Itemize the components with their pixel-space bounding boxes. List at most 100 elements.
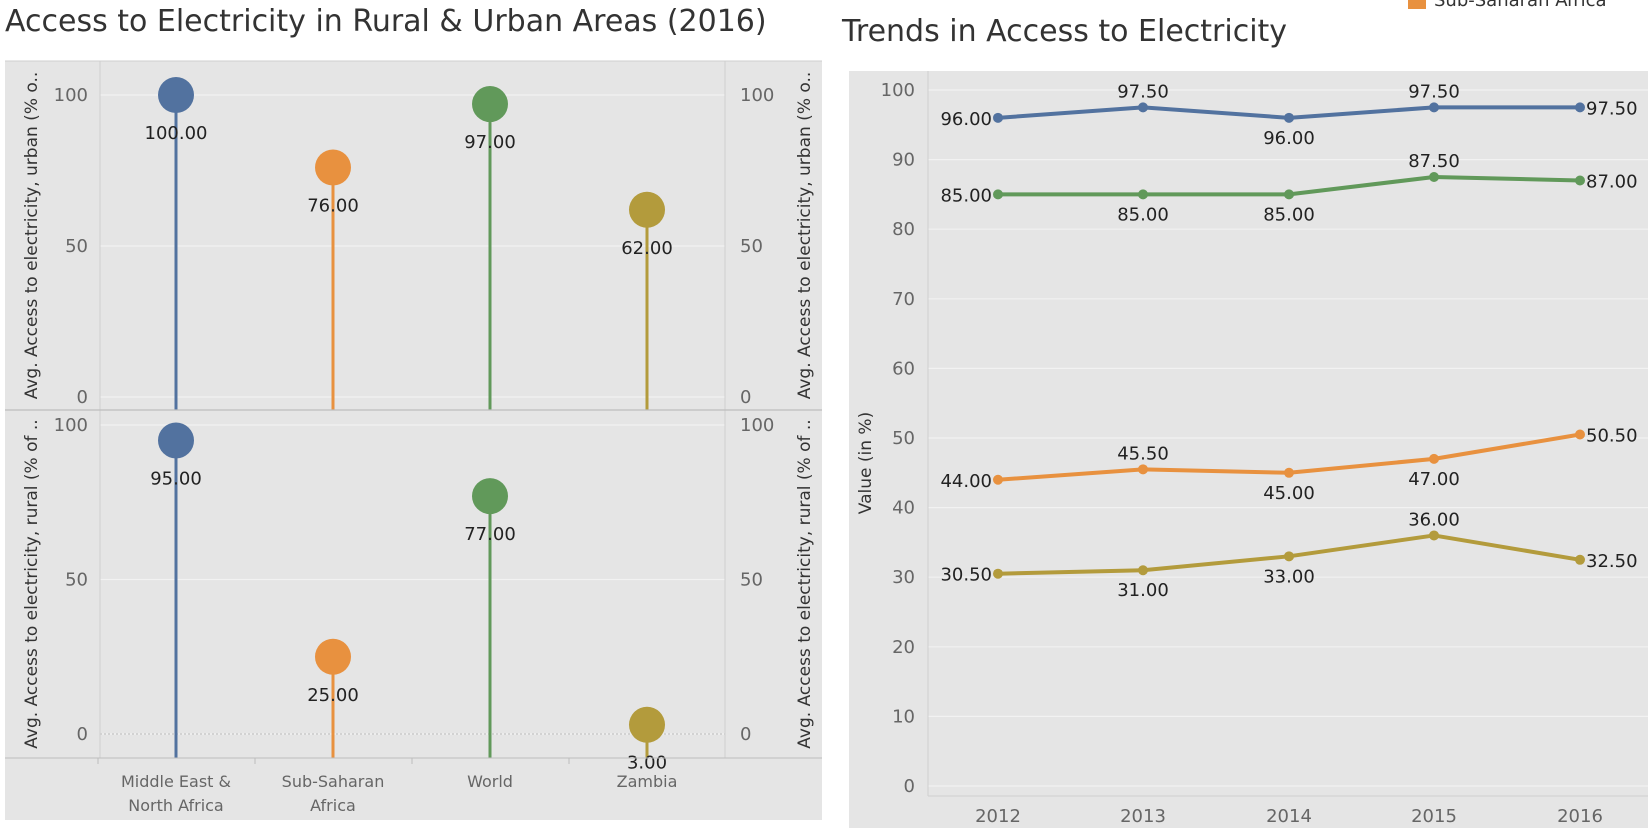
y-axis-title-left: Avg. Access to electricity, rural (% of … <box>22 419 42 748</box>
legend-swatch-icon <box>1408 0 1426 9</box>
series-point <box>1575 175 1585 186</box>
y-tick-label: 70 <box>892 289 915 310</box>
y-tick-label-left: 100 <box>54 85 88 106</box>
data-label: 33.00 <box>1263 566 1315 587</box>
data-label: 30.50 <box>940 565 992 586</box>
lollipop-dot <box>158 77 194 113</box>
y-tick-label: 80 <box>892 219 915 240</box>
data-label: 62.00 <box>621 238 673 259</box>
y-tick-label: 50 <box>892 428 915 449</box>
series-point <box>1429 530 1439 541</box>
data-label: 96.00 <box>1263 128 1315 149</box>
y-tick-label: 40 <box>892 498 915 519</box>
series-point <box>1138 102 1148 113</box>
lollipop-dot <box>472 86 508 123</box>
y-tick-label-right: 0 <box>740 387 751 408</box>
y-tick-label-left: 50 <box>65 570 88 591</box>
series-point <box>1284 551 1294 562</box>
legend[interactable]: Sub-Saharan Africa <box>1408 0 1607 11</box>
category-label: North Africa <box>128 796 223 815</box>
x-tick-label: 2014 <box>1266 806 1312 827</box>
series-point <box>1429 453 1439 464</box>
data-label: 97.50 <box>1117 81 1169 102</box>
data-label: 3.00 <box>627 753 667 774</box>
data-label: 85.00 <box>1117 204 1169 225</box>
series-point <box>1575 429 1585 440</box>
series-point <box>993 474 1003 485</box>
line-chart-title: Trends in Access to Electricity <box>842 14 1288 49</box>
series-point <box>993 189 1003 200</box>
series-point <box>993 568 1003 579</box>
lollipop-chart-title: Access to Electricity in Rural & Urban A… <box>5 4 767 39</box>
y-tick-label-left: 50 <box>65 236 88 257</box>
y-tick-label: 100 <box>881 80 915 101</box>
category-label: Africa <box>310 796 356 815</box>
y-tick-label-right: 100 <box>740 85 774 106</box>
series-point <box>1138 464 1148 475</box>
y-tick-label-left: 100 <box>54 415 88 436</box>
series-point <box>1284 467 1294 478</box>
data-label: 96.00 <box>940 109 992 130</box>
data-label: 44.00 <box>940 471 992 492</box>
y-tick-label: 0 <box>904 776 915 797</box>
line-panel-background <box>849 71 1648 828</box>
data-label: 97.50 <box>1586 98 1638 119</box>
series-point <box>1429 102 1439 113</box>
data-label: 36.00 <box>1408 509 1460 530</box>
data-label: 97.50 <box>1408 81 1460 102</box>
y-tick-label-right: 0 <box>740 724 751 745</box>
series-point <box>1284 189 1294 200</box>
data-label: 45.50 <box>1117 443 1169 464</box>
lollipop-dot <box>629 191 665 228</box>
category-label: Middle East & <box>121 772 231 791</box>
x-tick-label: 2012 <box>975 806 1021 827</box>
series-point <box>1138 565 1148 576</box>
y-tick-label-right: 100 <box>740 415 774 436</box>
data-label: 87.50 <box>1408 151 1460 172</box>
data-label: 25.00 <box>307 685 359 706</box>
data-label: 47.00 <box>1408 469 1460 490</box>
category-label: World <box>467 772 513 791</box>
y-tick-label: 20 <box>892 637 915 658</box>
y-axis-title-right: Avg. Access to electricity, urban (% o.. <box>795 72 815 400</box>
legend-label: Sub-Saharan Africa <box>1434 0 1607 11</box>
data-label: 76.00 <box>307 195 359 216</box>
category-label: Sub-Saharan <box>282 772 385 791</box>
y-tick-label: 90 <box>892 150 915 171</box>
x-tick-label: 2016 <box>1557 806 1603 827</box>
series-point <box>1575 102 1585 113</box>
data-label: 97.00 <box>464 132 516 153</box>
category-axis-background <box>5 758 822 820</box>
lollipop-dot <box>472 478 508 515</box>
data-label: 85.00 <box>940 185 992 206</box>
category-label: Zambia <box>617 772 678 791</box>
series-point <box>1284 112 1294 123</box>
lollipop-dot <box>158 422 194 459</box>
data-label: 31.00 <box>1117 580 1169 601</box>
x-tick-label: 2015 <box>1411 806 1457 827</box>
data-label: 95.00 <box>150 468 202 489</box>
data-label: 85.00 <box>1263 204 1315 225</box>
x-tick-label: 2013 <box>1120 806 1166 827</box>
y-tick-label-right: 50 <box>740 236 763 257</box>
y-tick-label-left: 0 <box>77 387 88 408</box>
data-label: 77.00 <box>464 524 516 545</box>
series-point <box>1429 172 1439 182</box>
data-label: 45.00 <box>1263 483 1315 504</box>
y-tick-label: 30 <box>892 567 915 588</box>
data-label: 87.00 <box>1586 171 1638 192</box>
y-tick-label-left: 0 <box>77 724 88 745</box>
data-label: 32.50 <box>1586 551 1638 572</box>
lollipop-dot <box>315 149 351 186</box>
series-point <box>1575 554 1585 565</box>
y-axis-title-right: Avg. Access to electricity, rural (% of … <box>795 419 815 748</box>
y-axis-title: Value (in %) <box>856 412 876 514</box>
lollipop-dot <box>315 638 351 675</box>
y-tick-label: 60 <box>892 358 915 379</box>
y-tick-label: 10 <box>892 706 915 727</box>
y-tick-label-right: 50 <box>740 570 763 591</box>
data-label: 50.50 <box>1586 426 1638 447</box>
series-point <box>993 112 1003 123</box>
lollipop-dot <box>629 706 665 743</box>
